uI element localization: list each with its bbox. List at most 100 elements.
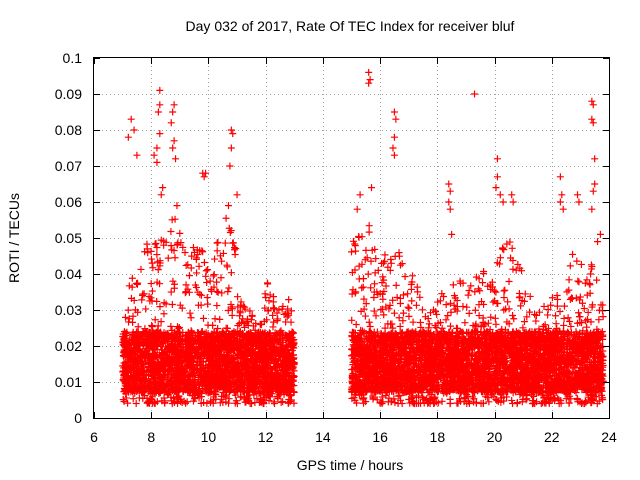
data-point	[583, 323, 591, 331]
data-point	[217, 274, 225, 282]
data-point	[492, 320, 500, 328]
data-point	[204, 300, 212, 308]
data-point	[348, 248, 356, 256]
data-point	[170, 284, 178, 292]
data-point	[147, 280, 155, 288]
data-point	[198, 247, 206, 255]
data-point	[209, 321, 217, 329]
data-point	[137, 265, 145, 273]
data-point	[404, 290, 412, 298]
data-point	[285, 311, 293, 319]
data-point	[124, 399, 132, 407]
data-point	[485, 398, 493, 406]
data-point	[214, 324, 222, 332]
data-point	[216, 252, 224, 260]
data-point	[189, 244, 197, 252]
data-point	[487, 313, 495, 321]
chart-title: Day 032 of 2017, Rate Of TEC Index for r…	[186, 18, 515, 34]
data-point	[500, 287, 508, 295]
data-point	[182, 261, 190, 269]
data-point	[267, 365, 275, 373]
data-point	[280, 310, 288, 318]
data-point	[153, 244, 161, 252]
data-point	[228, 305, 236, 313]
data-point	[203, 278, 211, 286]
data-point	[147, 247, 155, 255]
data-point	[142, 305, 150, 313]
data-point	[129, 395, 137, 403]
data-point	[213, 302, 221, 310]
data-point	[381, 251, 389, 259]
data-point	[184, 261, 192, 269]
grid	[94, 58, 609, 418]
data-point	[408, 297, 416, 305]
data-point	[273, 309, 281, 317]
data-point	[510, 315, 518, 323]
data-point	[564, 314, 572, 322]
data-point	[167, 288, 175, 296]
data-point	[182, 281, 190, 289]
data-point	[193, 269, 201, 277]
data-point	[593, 276, 601, 284]
data-point	[164, 254, 172, 262]
data-point	[199, 314, 207, 322]
data-point	[218, 289, 226, 297]
data-point	[167, 228, 175, 236]
data-point	[279, 398, 287, 406]
data-point	[176, 229, 184, 237]
data-point	[211, 255, 219, 263]
data-point	[218, 257, 226, 265]
data-point	[540, 302, 548, 310]
data-point	[405, 312, 413, 320]
data-point	[252, 319, 260, 327]
data-point	[222, 214, 230, 222]
data-point	[153, 251, 161, 259]
data-point	[206, 277, 214, 285]
data-point	[192, 255, 200, 263]
data-point	[149, 264, 157, 272]
data-point	[187, 314, 195, 322]
data-point	[449, 281, 457, 289]
data-point	[270, 318, 278, 326]
data-point	[168, 301, 176, 309]
data-point	[185, 272, 193, 280]
data-point	[195, 262, 203, 270]
data-point	[156, 303, 164, 311]
data-point	[224, 288, 232, 296]
data-point	[225, 284, 233, 292]
data-point	[173, 240, 181, 248]
data-point	[565, 276, 573, 284]
data-point	[210, 271, 218, 279]
data-point	[560, 302, 568, 310]
data-point	[147, 255, 155, 263]
data-point	[186, 309, 194, 317]
data-point	[246, 307, 254, 315]
data-point	[566, 262, 574, 270]
data-point	[121, 313, 129, 321]
data-point	[204, 266, 212, 274]
data-point	[124, 306, 132, 314]
data-point	[151, 240, 159, 248]
data-point	[491, 314, 499, 322]
data-point	[138, 296, 146, 304]
data-point	[425, 320, 433, 328]
data-point	[234, 293, 242, 301]
data-point	[552, 312, 560, 320]
data-point	[563, 288, 571, 296]
data-point	[223, 263, 231, 271]
data-point	[152, 239, 160, 247]
data-point	[269, 298, 277, 306]
data-point	[140, 290, 148, 298]
data-point	[567, 322, 575, 330]
data-points	[119, 68, 607, 408]
data-point	[211, 315, 219, 323]
data-point	[582, 317, 590, 325]
data-point	[214, 239, 222, 247]
data-point	[584, 308, 592, 316]
data-point	[209, 272, 217, 280]
data-point	[367, 284, 375, 292]
data-point	[265, 297, 273, 305]
data-point	[185, 288, 193, 296]
data-point	[505, 277, 513, 285]
data-point	[129, 312, 137, 320]
